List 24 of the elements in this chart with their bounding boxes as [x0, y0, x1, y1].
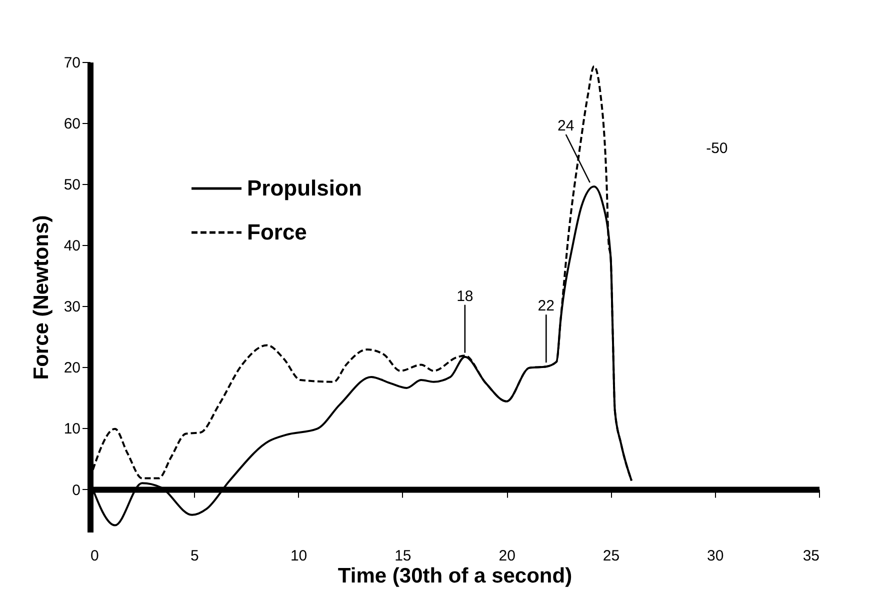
x-tick-label: 0 [90, 548, 99, 564]
x-tick-label: 30 [707, 548, 724, 564]
y-tick-label: 0 [72, 482, 80, 499]
y-tick-label: 40 [64, 238, 80, 255]
legend-label: Propulsion [247, 176, 362, 200]
y-tick-label: 30 [64, 298, 80, 316]
x-tick-label: 20 [498, 548, 516, 564]
annotation: -50 [706, 140, 728, 157]
legend-label: Force [247, 220, 307, 244]
x-tick-label: 25 [602, 548, 620, 564]
annotation: 22 [538, 298, 554, 315]
y-tick-label: 50 [64, 176, 80, 194]
x-axis-title: Time (30th of a second) [338, 564, 572, 588]
x-tick-label: 15 [394, 548, 412, 564]
y-tick-label: 70 [64, 54, 80, 72]
y-axis-title: Force (Newtons) [30, 215, 53, 380]
annotation: 24 [558, 118, 574, 135]
y-tick-label: 10 [64, 420, 80, 438]
x-tick-label: 5 [190, 548, 199, 564]
y-tick-label: 20 [64, 360, 80, 377]
x-tick-label: 35 [802, 548, 820, 564]
y-tick-label: 60 [64, 116, 80, 133]
annotation: 18 [456, 288, 474, 305]
x-tick-label: 10 [290, 548, 308, 564]
